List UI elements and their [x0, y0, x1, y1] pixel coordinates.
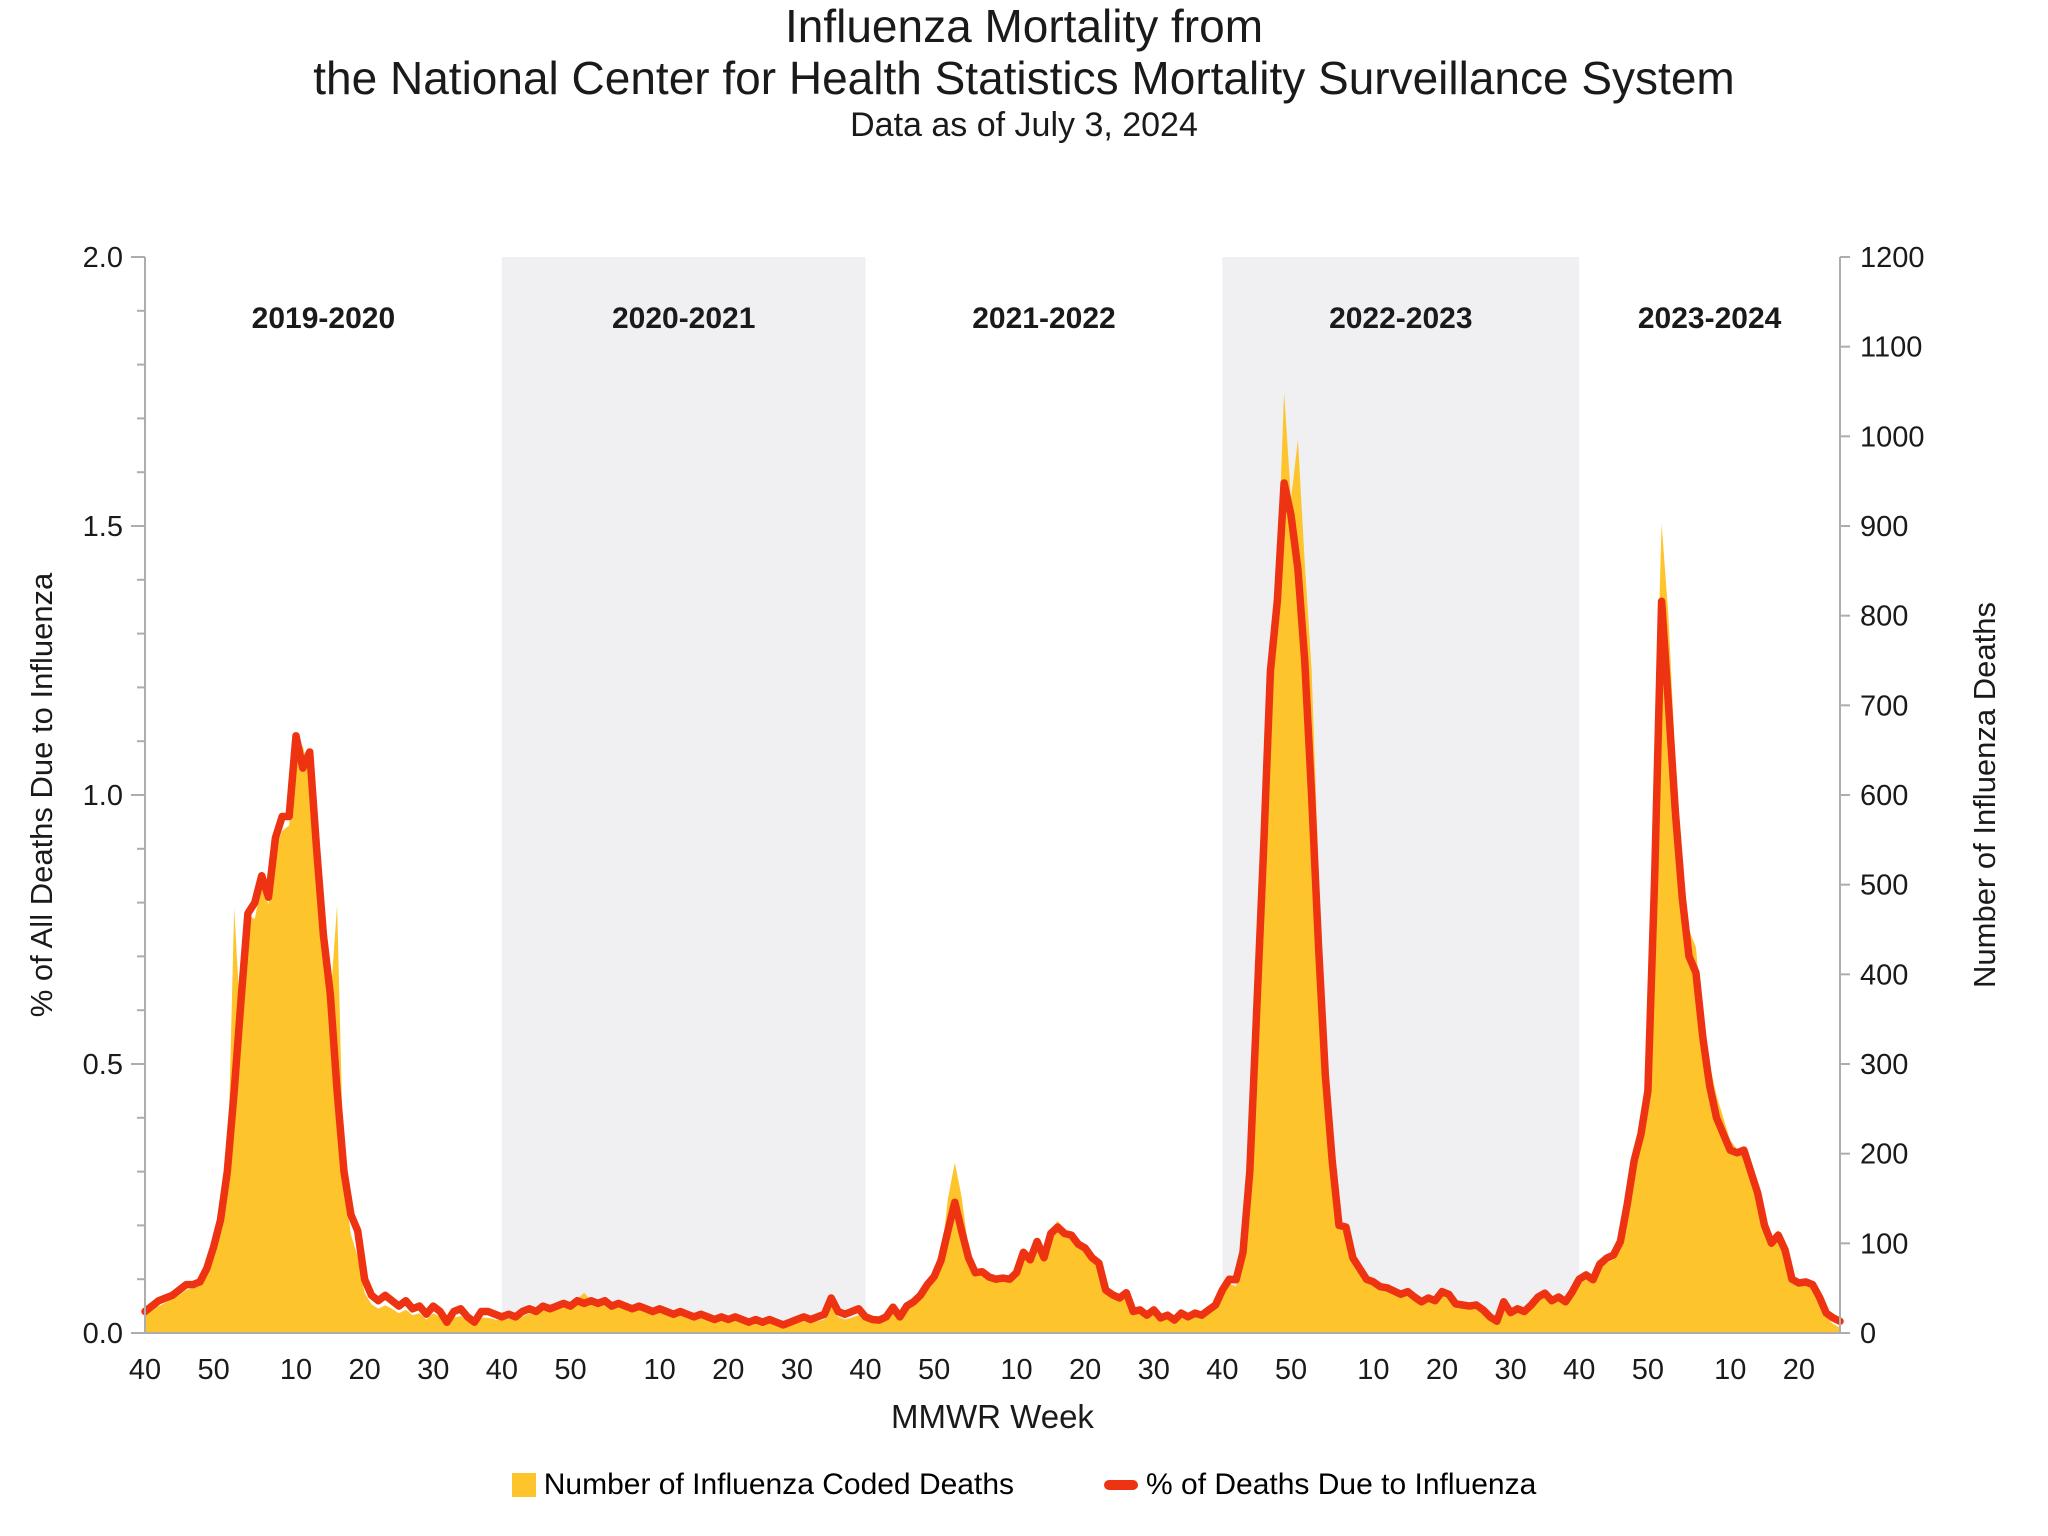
- chart-title-line1: Influenza Mortality from: [784, 0, 1264, 52]
- y-right-tick-label: 1100: [1860, 332, 1922, 364]
- y-right-tick-label: 100: [1860, 1228, 1908, 1260]
- x-tick-label: 20: [348, 1354, 380, 1386]
- legend-item-pct: % of Deaths Due to Influenza: [1104, 1468, 1536, 1502]
- x-tick-label: 10: [1357, 1354, 1389, 1386]
- y-right-tick-label: 200: [1860, 1139, 1908, 1171]
- season-label: 2022-2023: [1329, 302, 1472, 335]
- y-left-tick-label: 1.0: [83, 780, 123, 812]
- legend-pct-label: % of Deaths Due to Influenza: [1146, 1468, 1537, 1501]
- legend-deaths-label: Number of Influenza Coded Deaths: [543, 1468, 1015, 1501]
- x-tick-label: 40: [129, 1354, 161, 1386]
- x-tick-label: 10: [1000, 1354, 1032, 1386]
- season-label: 2023-2024: [1638, 302, 1782, 335]
- chart-header: Influenza Mortality from the National Ce…: [0, 0, 2048, 146]
- x-tick-label: 30: [1138, 1354, 1170, 1386]
- y-right-tick-label: 900: [1860, 511, 1908, 543]
- y-left-tick-label: 0.0: [83, 1318, 123, 1350]
- x-tick-label: 50: [197, 1354, 229, 1386]
- season-label: 2020-2021: [612, 302, 755, 335]
- legend-item-deaths: Number of Influenza Coded Deaths: [511, 1468, 1015, 1502]
- x-axis-title: MMWR Week: [891, 1398, 1094, 1435]
- chart-title-line2: the National Center for Health Statistic…: [313, 52, 1735, 104]
- season-band: [501, 257, 866, 1333]
- y-left-axis-title: % of All Deaths Due to Influenza: [24, 572, 59, 1017]
- y-left-tick-label: 1.5: [83, 511, 123, 543]
- x-tick-label: 50: [554, 1354, 586, 1386]
- y-right-tick-label: 500: [1860, 870, 1908, 902]
- y-right-tick-label: 800: [1860, 601, 1908, 633]
- x-tick-label: 50: [1632, 1354, 1664, 1386]
- x-tick-label: 50: [918, 1354, 950, 1386]
- x-tick-label: 30: [1494, 1354, 1526, 1386]
- x-tick-label: 20: [1783, 1354, 1815, 1386]
- y-right-tick-label: 0: [1860, 1318, 1876, 1350]
- red-dash-icon: [1104, 1480, 1139, 1490]
- y-right-tick-label: 300: [1860, 1049, 1908, 1081]
- x-tick-label: 20: [1069, 1354, 1101, 1386]
- x-tick-label: 30: [781, 1354, 813, 1386]
- y-left-tick-label: 0.5: [83, 1049, 123, 1081]
- x-tick-label: 10: [644, 1354, 676, 1386]
- deaths-area-series: [145, 392, 1840, 1333]
- season-label: 2019-2020: [252, 302, 395, 335]
- x-tick-label: 30: [417, 1354, 449, 1386]
- chart-legend: Number of Influenza Coded Deaths % of De…: [0, 1468, 2048, 1502]
- y-right-tick-label: 600: [1860, 780, 1908, 812]
- y-right-tick-label: 1200: [1860, 242, 1925, 274]
- y-right-tick-label: 700: [1860, 690, 1908, 722]
- x-tick-label: 10: [280, 1354, 312, 1386]
- pct-line-series: [141, 479, 1844, 1329]
- y-left-tick-label: 2.0: [83, 242, 123, 274]
- x-tick-label: 20: [712, 1354, 744, 1386]
- x-tick-label: 40: [1206, 1354, 1238, 1386]
- x-tick-label: 40: [1563, 1354, 1595, 1386]
- chart-subtitle: Data as of July 3, 2024: [850, 106, 1198, 144]
- x-tick-label: 50: [1275, 1354, 1307, 1386]
- orange-square-icon: [511, 1473, 536, 1497]
- x-tick-label: 10: [1714, 1354, 1746, 1386]
- y-right-axis-title: Number of Influenza Deaths: [1967, 602, 2002, 988]
- season-label: 2021-2022: [972, 302, 1115, 335]
- x-tick-label: 20: [1426, 1354, 1458, 1386]
- y-right-tick-label: 400: [1860, 959, 1908, 991]
- y-right-tick-label: 1000: [1860, 421, 1925, 453]
- x-tick-label: 40: [486, 1354, 518, 1386]
- x-tick-label: 40: [849, 1354, 881, 1386]
